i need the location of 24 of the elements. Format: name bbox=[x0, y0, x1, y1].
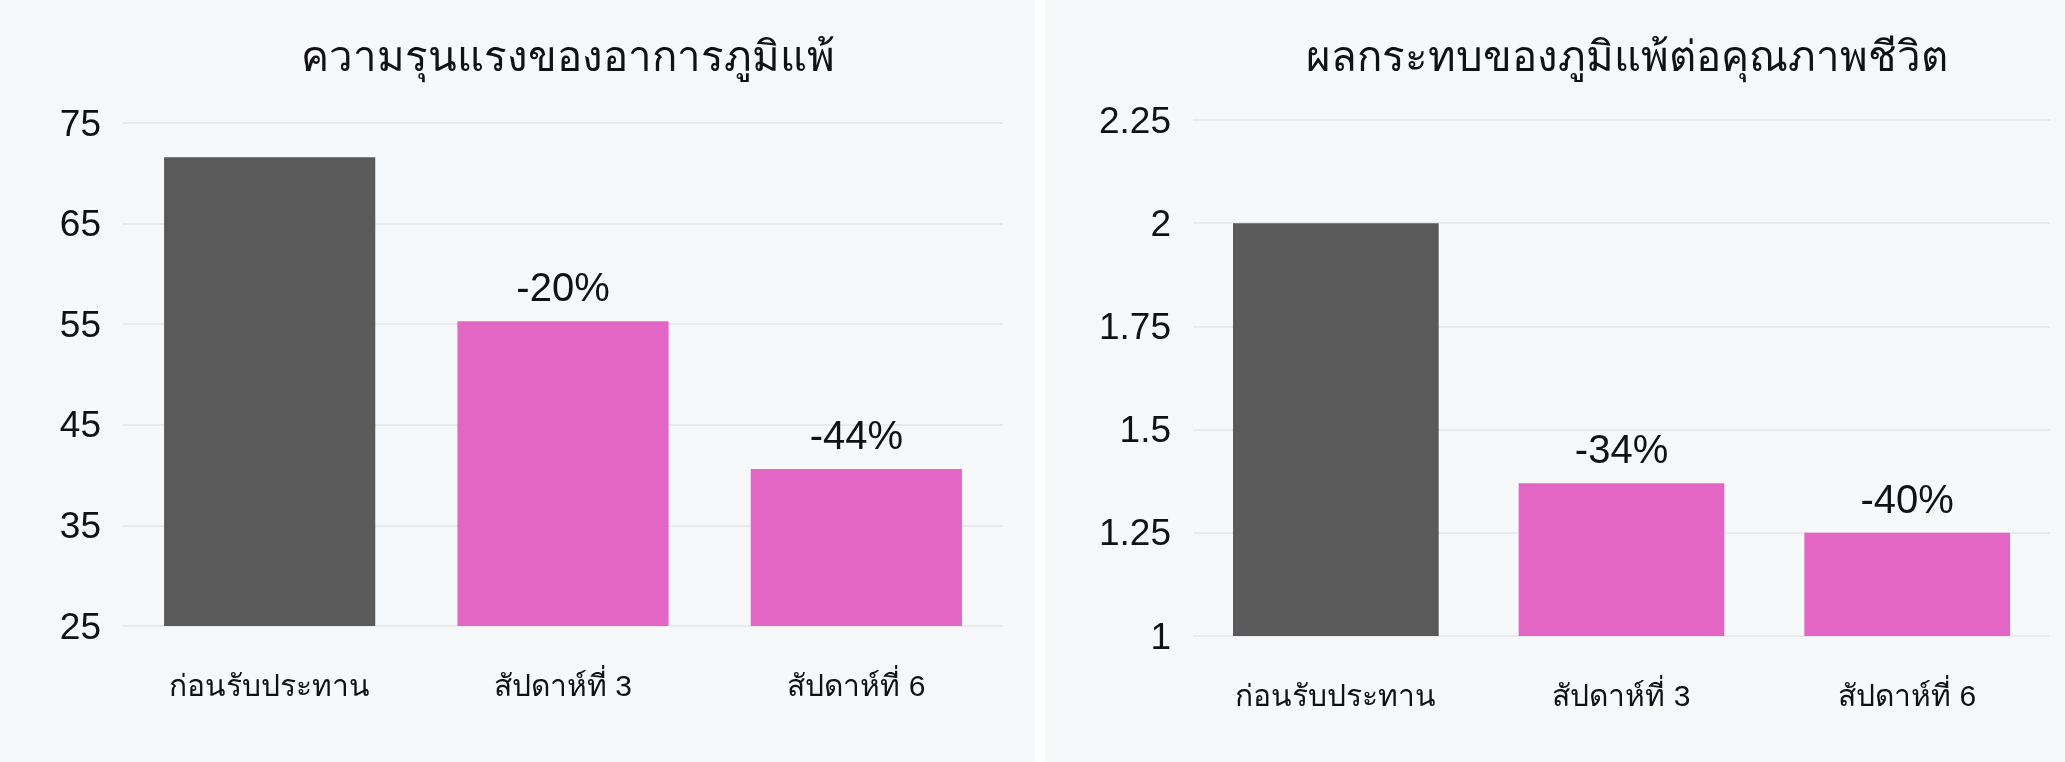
annotation: -44% bbox=[809, 413, 904, 458]
y-tick-label: 1 bbox=[1150, 615, 1171, 657]
y-tick-label: 1.25 bbox=[1098, 512, 1171, 554]
y-tick-label: 35 bbox=[59, 504, 101, 546]
x-tick-label: สัปดาห์ที่ 3 bbox=[1552, 674, 1691, 712]
y-tick-label: 1.5 bbox=[1119, 409, 1171, 451]
x-tick-label: สัปดาห์ที่ 3 bbox=[493, 664, 633, 702]
chart-title: ผลกระทบของภูมิแพ้ต่อคุณภาพชีวิต bbox=[1305, 32, 1948, 83]
x-tick-label: สัปดาห์ที่ 6 bbox=[1838, 674, 1977, 712]
x-tick-label: สัปดาห์ที่ 6 bbox=[787, 664, 926, 702]
y-tick-label: 2.25 bbox=[1098, 99, 1171, 141]
chart-title: ความรุนแรงของอาการภูมิแพ้ bbox=[301, 32, 835, 83]
x-tick-label: ก่อนรับประทาน bbox=[1235, 678, 1437, 712]
y-tick-label: 1.75 bbox=[1098, 305, 1171, 347]
y-tick-label: 75 bbox=[59, 102, 101, 144]
y-tick-label: 55 bbox=[59, 303, 101, 345]
y-tick-label: 25 bbox=[59, 605, 101, 647]
x-tick-label: ก่อนรับประทาน bbox=[169, 668, 371, 702]
annotation: -20% bbox=[516, 265, 610, 310]
y-tick-label: 65 bbox=[59, 203, 101, 245]
annotation: -34% bbox=[1574, 427, 1669, 472]
y-tick-label: 45 bbox=[59, 404, 101, 446]
annotation: -40% bbox=[1860, 476, 1954, 521]
y-tick-label: 2 bbox=[1150, 202, 1171, 244]
